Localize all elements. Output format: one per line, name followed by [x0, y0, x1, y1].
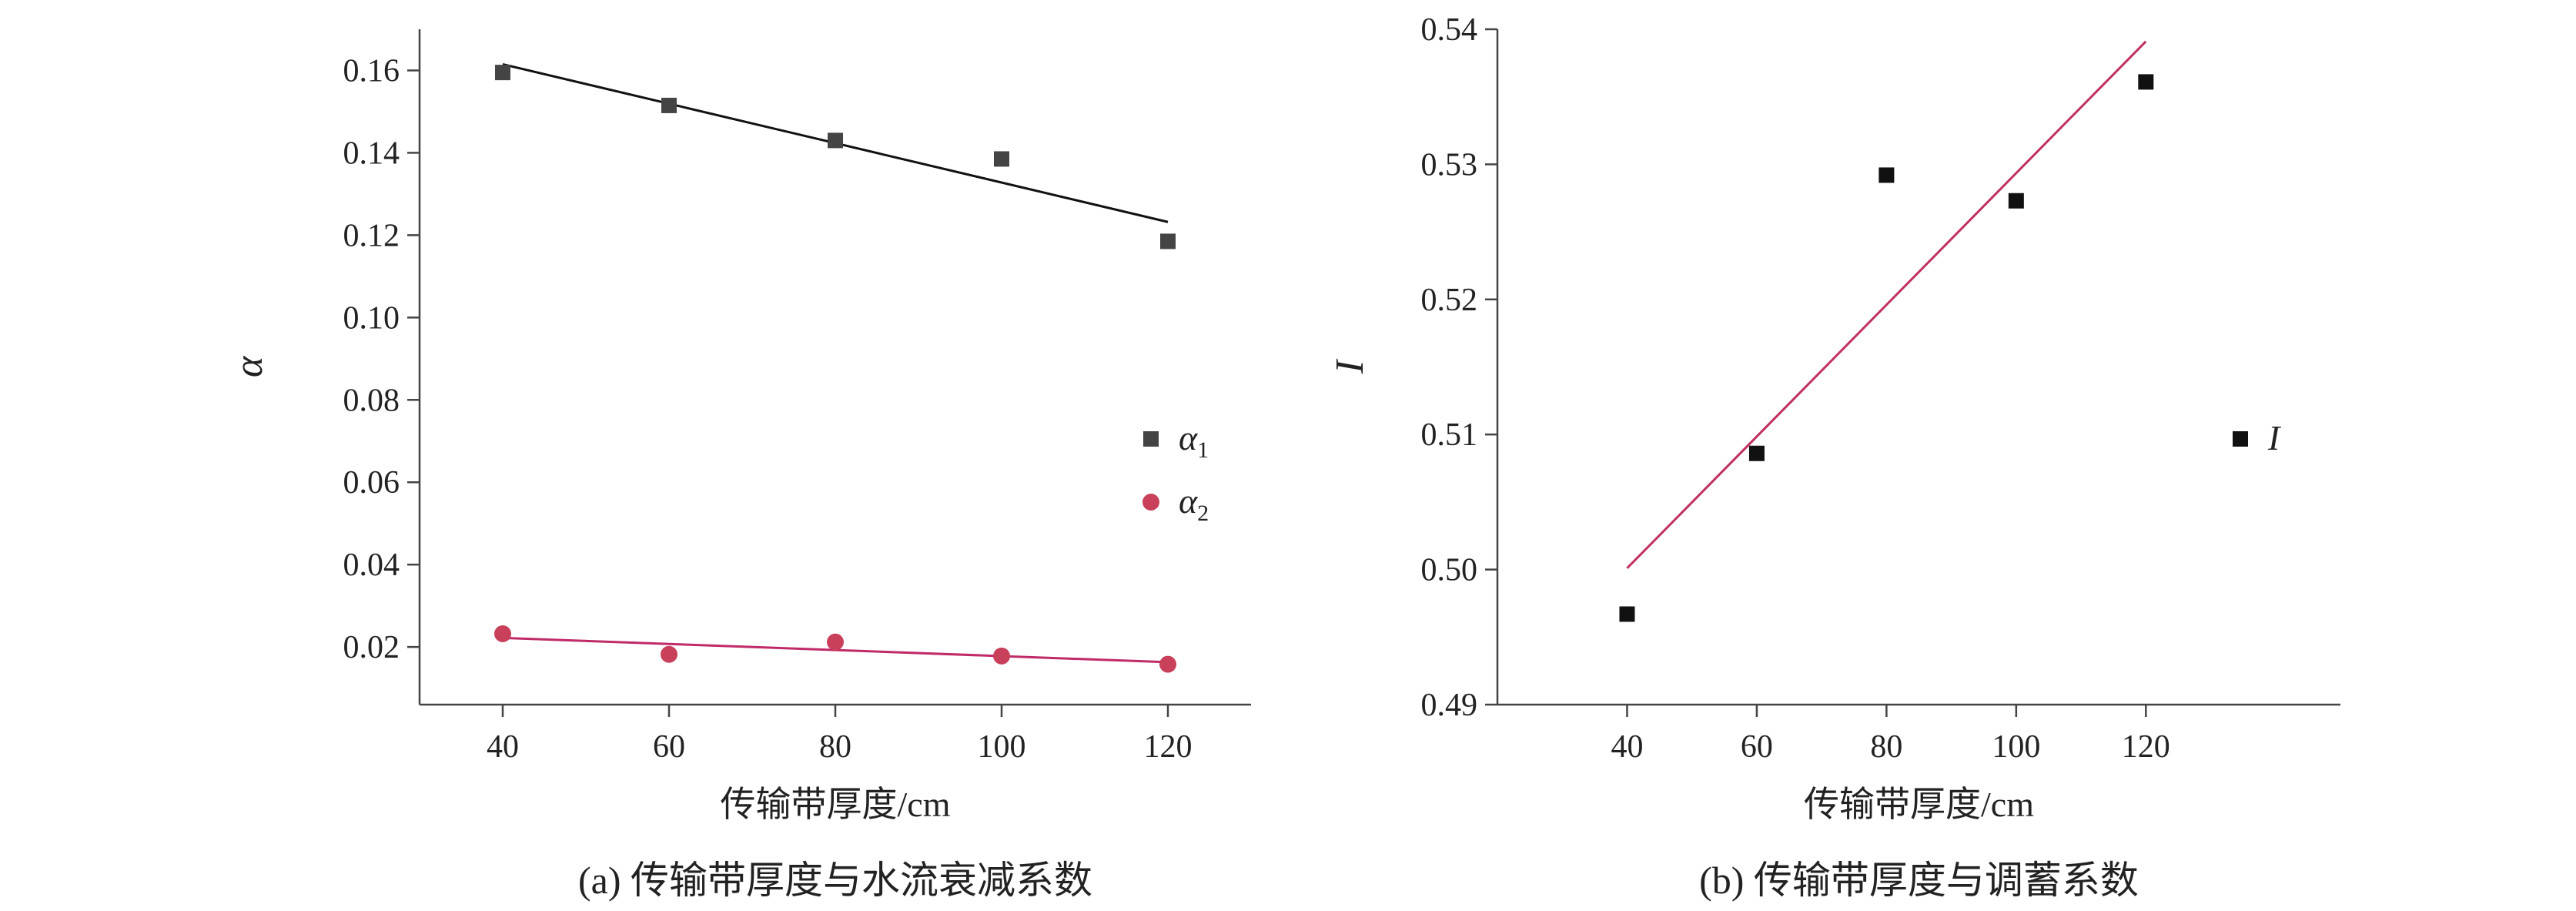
x-tick-label: 60 [653, 729, 685, 765]
panel-b-legend: I [2233, 418, 2282, 457]
y-tick-label: 0.06 [343, 465, 400, 501]
y-tick-label: 0.08 [343, 383, 400, 418]
panel-b-y-ticks: 0.49 0.50 0.51 0.52 0.53 0.54 [1421, 12, 1497, 723]
y-tick-label: 0.04 [343, 548, 400, 583]
panel-b-y-axis-title: I [1328, 358, 1372, 374]
data-point-1 [1748, 445, 1765, 461]
panel-b-axes [1496, 29, 2340, 706]
legend-label-1: α1 [1179, 418, 1209, 463]
y-tick-label: 0.54 [1421, 12, 1478, 48]
panel-a-fit-lines [502, 62, 1169, 664]
data-point-1 [1160, 233, 1176, 250]
x-tick-label: 80 [819, 729, 851, 765]
legend-label-2: α2 [1179, 481, 1209, 526]
x-tick-label: 80 [1870, 729, 1902, 765]
y-tick-label: 0.53 [1421, 147, 1478, 183]
panel-b: 0.490.500.510.520.530.54 40 60 80 100 120 I … [1328, 12, 2340, 902]
data-point-2 [661, 645, 677, 663]
x-tick-label: 40 [487, 729, 519, 765]
data-point-2 [1159, 655, 1176, 673]
panel-a-points [494, 65, 1176, 673]
y-tick-label: 0.02 [343, 630, 400, 665]
x-tick-label: 120 [1144, 729, 1193, 765]
data-point-1 [661, 97, 677, 113]
panel-b-fit-lines [1626, 40, 2147, 569]
y-tick-label: 0.50 [1421, 553, 1478, 588]
y-tick-label: 0.52 [1421, 283, 1478, 318]
panel-a: 0.02 0.04 0.06 0.08 0.10 0.12 0.14 0.16 40 60 80 1… [227, 29, 1251, 902]
legend-marker-1 [1143, 431, 1159, 447]
panel-b-x-axis-title: 传输带厚度/cm [1804, 785, 2034, 824]
x-tick-label: 100 [978, 729, 1026, 765]
data-point-1 [495, 65, 510, 81]
y-tick-label: 0.51 [1421, 417, 1478, 453]
x-tick-label: 40 [1611, 729, 1643, 765]
panel-b-x-ticks: 40 60 80 100 120 [1611, 705, 2170, 765]
panel-a-caption: (a) 传输带厚度与水流衰减系数 [578, 859, 1092, 902]
legend-marker-1 [2233, 431, 2248, 447]
data-point-1 [2138, 74, 2154, 90]
y-tick-label: 0.16 [343, 53, 400, 89]
legend-marker-2 [1142, 494, 1159, 511]
y-tick-label: 0.10 [343, 300, 400, 336]
data-point-1 [2008, 193, 2024, 209]
y-tick-label: 0.12 [343, 218, 400, 253]
data-point-1 [1619, 606, 1635, 622]
x-tick-label: 60 [1741, 729, 1773, 765]
panel-a-x-ticks: 40 60 80 100 120 [487, 705, 1193, 765]
y-tick-label: 0.14 [343, 136, 400, 171]
data-point-2 [993, 647, 1010, 665]
data-point-1 [828, 132, 843, 149]
panel-b-caption: (b) 传输带厚度与调蓄系数 [1699, 859, 2139, 902]
data-point-2 [494, 625, 511, 643]
panel-a-axes [418, 29, 1251, 706]
y-tick-label: 0.49 [1421, 688, 1478, 723]
x-tick-label: 120 [2122, 729, 2170, 765]
legend-label-1: I [2267, 418, 2282, 457]
panel-a-x-axis-title: 传输带厚度/cm [721, 785, 951, 824]
fit-line-1 [1626, 40, 2147, 569]
data-point-2 [827, 633, 844, 651]
data-point-1 [1878, 167, 1895, 183]
panel-b-points [1619, 74, 2154, 622]
panel-a-y-ticks: 0.02 0.04 0.06 0.08 0.10 0.12 0.14 0.16 [343, 53, 420, 665]
panel-a-y-axis-title: α [227, 355, 271, 377]
data-point-1 [994, 151, 1009, 167]
x-tick-label: 100 [1992, 729, 2040, 765]
